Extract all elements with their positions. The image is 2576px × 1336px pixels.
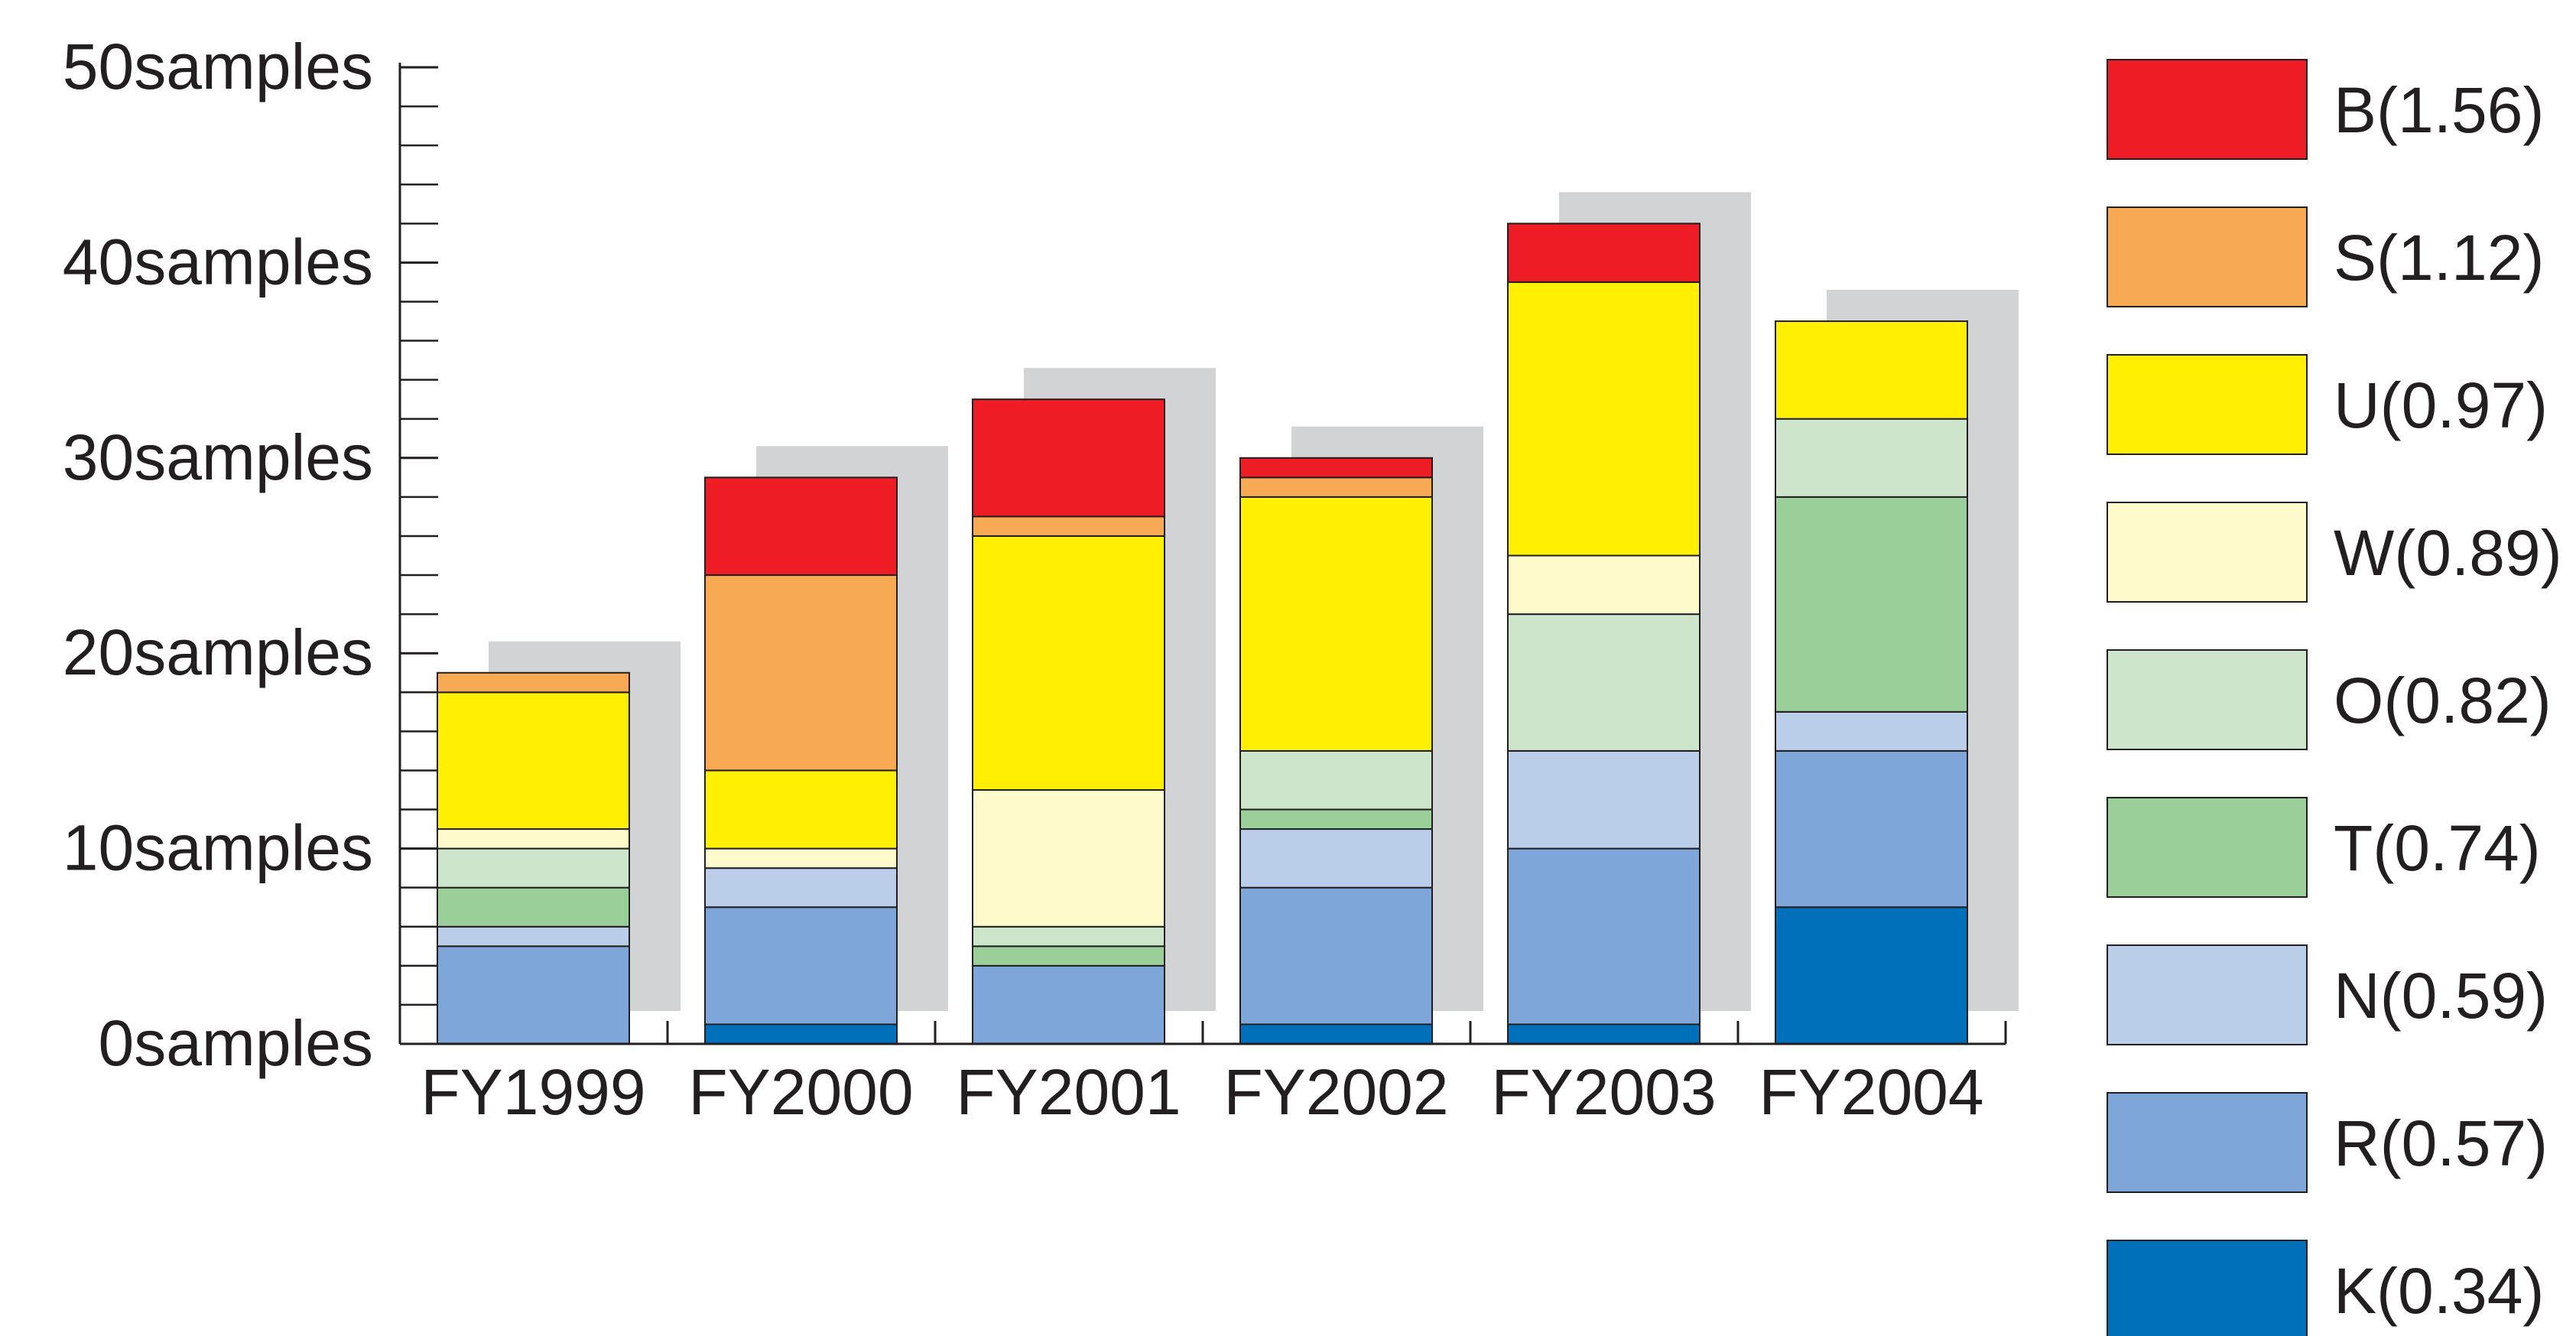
legend-label: O(0.82) (2334, 665, 2552, 736)
y-tick-label: 30samples (63, 421, 373, 493)
bar-segment (704, 867, 898, 909)
bar-segment (1775, 749, 1968, 909)
y-tick-label: 0samples (98, 1007, 373, 1079)
y-tick-label: 40samples (63, 226, 373, 297)
bar-segment (1239, 1023, 1433, 1045)
legend-label: S(1.12) (2334, 222, 2544, 294)
bar-segment (1239, 808, 1433, 831)
bar-segment (972, 964, 1165, 1045)
bar-segment (1507, 847, 1701, 1026)
bar-segment (437, 691, 630, 831)
bar-segment (1775, 710, 1968, 752)
legend-label: U(0.97) (2334, 369, 2548, 441)
bar-segment (437, 828, 630, 850)
legend-label: N(0.59) (2334, 960, 2548, 1032)
x-tick-label: FY1999 (421, 1056, 645, 1128)
legend-swatch (2107, 354, 2308, 455)
bar-segment (437, 925, 630, 948)
legend-label: B(1.56) (2334, 74, 2544, 146)
y-tick-label: 50samples (63, 31, 373, 102)
legend-swatch (2107, 502, 2308, 603)
bar-segment (972, 925, 1165, 948)
bar-segment (1239, 476, 1433, 498)
legend: B(1.56) S(1.12) U(0.97) W(0.89) O(0.82) T(0.7… (2107, 59, 2562, 1336)
bar-segment (704, 476, 898, 577)
bar-segment (704, 574, 898, 772)
bar-segment (1775, 496, 1968, 713)
bar-stacks (437, 223, 1968, 1045)
bar-segment (1507, 749, 1701, 850)
legend-swatch (2107, 797, 2308, 898)
legend-swatch (2107, 649, 2308, 750)
x-axis: FY1999 FY2000 FY2001 FY2002 FY2003 FY2004 (400, 1021, 2007, 1128)
legend-label: K(0.34) (2334, 1255, 2544, 1327)
x-tick-label: FY2004 (1759, 1056, 1983, 1128)
bar-segment (1507, 223, 1701, 283)
legend-label: T(0.74) (2334, 812, 2541, 884)
bar-segment (704, 769, 898, 850)
bar-segment (437, 945, 630, 1045)
bar-segment (1239, 457, 1433, 479)
x-tick-label: FY2001 (956, 1056, 1181, 1128)
bar-segment (1507, 1023, 1701, 1045)
bar-segment (1507, 613, 1701, 752)
bar-segment (1239, 496, 1433, 752)
bar-segment (704, 1023, 898, 1045)
bar-segment (1775, 320, 1968, 420)
bar-segment (1239, 749, 1433, 811)
legend-swatch (2107, 1240, 2308, 1336)
x-tick-label: FY2002 (1223, 1056, 1448, 1128)
legend-swatch (2107, 944, 2308, 1045)
bar-segment (972, 945, 1165, 967)
bar-segment (1239, 828, 1433, 889)
bar-segment (704, 847, 898, 870)
bar-segment (437, 886, 630, 928)
y-tick-label: 20samples (63, 616, 373, 688)
bar-segment (437, 847, 630, 889)
bar-segment (972, 515, 1165, 537)
bar-segment (1775, 906, 1968, 1045)
legend-label: W(0.89) (2334, 517, 2562, 589)
y-tick-label: 10samples (63, 812, 373, 884)
bar-segment (972, 398, 1165, 518)
legend-swatch (2107, 206, 2308, 307)
x-tick-label: FY2003 (1491, 1056, 1716, 1128)
bar-segment (972, 535, 1165, 791)
legend-swatch (2107, 1092, 2308, 1193)
bar-segment (1239, 886, 1433, 1026)
legend-label: R(0.57) (2334, 1107, 2548, 1179)
bar-segment (437, 671, 630, 694)
bar-segment (1507, 281, 1701, 557)
bar-segment (704, 906, 898, 1026)
legend-swatch (2107, 59, 2308, 160)
y-axis: 0samples 10samples 20samples 30samples 40sam… (63, 31, 438, 1079)
bar-segment (1507, 554, 1701, 616)
bar-segment (1775, 418, 1968, 498)
bar-segment (972, 788, 1165, 928)
x-tick-label: FY2000 (688, 1056, 913, 1128)
